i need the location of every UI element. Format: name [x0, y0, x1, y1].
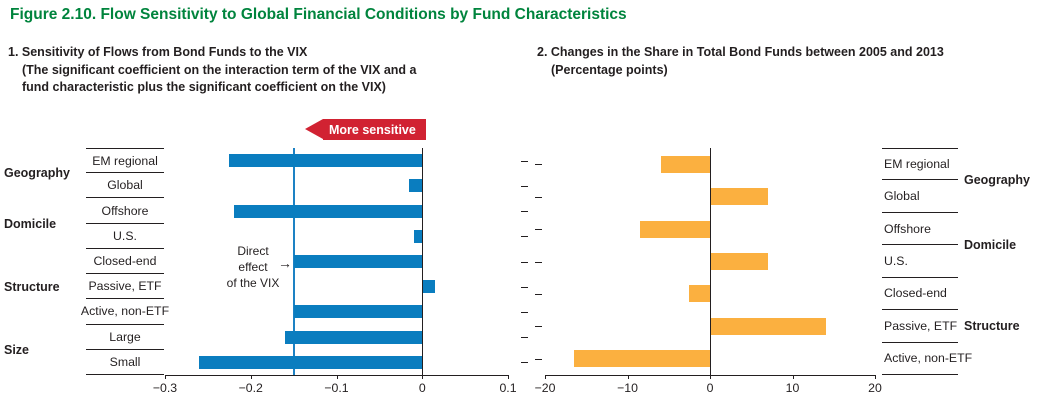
category-label-offshore: Offshore — [882, 213, 958, 246]
category-label-passive-etf: Passive, ETF — [86, 274, 164, 300]
x-tick — [792, 375, 794, 379]
bar-em-regional — [229, 154, 423, 168]
panel1-subtitle: (The significant coefficient on the inte… — [8, 62, 523, 97]
bar-passive-etf — [422, 280, 436, 294]
category-label-global: Global — [882, 180, 958, 213]
category-label-large: Large — [86, 325, 164, 350]
panel1-title: 1. Sensitivity of Flows from Bond Funds … — [8, 45, 308, 59]
x-tick — [336, 375, 338, 379]
bar-global — [409, 179, 423, 193]
bar-global — [710, 188, 768, 206]
annotation-arrow-icon: → — [278, 255, 292, 271]
bar-passive-etf — [710, 317, 826, 335]
category-label-em-regional: EM regional — [86, 148, 164, 174]
direct-effect-annotation: Direct effect of the VIX → — [221, 243, 292, 292]
x-tick-label: 0 — [706, 381, 714, 395]
group-label-geography: Geography — [4, 166, 70, 181]
x-tick — [875, 375, 876, 379]
zero-axis-line — [710, 148, 711, 375]
panel1-subtitle-line2: fund characteristic plus the significant… — [22, 80, 386, 94]
bar-active-non-etf — [573, 350, 710, 368]
category-label-closed-end: Closed-end — [86, 249, 164, 275]
group-label-domicile: Domicile — [4, 216, 57, 231]
category-label-passive-etf: Passive, ETF — [882, 310, 958, 343]
category-label-offshore: Offshore — [86, 198, 164, 224]
direct-effect-line3: of the VIX — [226, 276, 280, 291]
category-label-small: Small — [86, 350, 164, 375]
y-tick — [521, 185, 528, 187]
category-label-global: Global — [86, 173, 164, 199]
group-label-domicile: Domicile — [964, 238, 1017, 253]
panel2-title: 2. Changes in the Share in Total Bond Fu… — [537, 45, 944, 59]
zero-axis-line — [422, 148, 424, 375]
x-tick-label: −0.3 — [152, 381, 178, 395]
x-tick — [250, 375, 252, 379]
y-tick — [521, 211, 528, 213]
y-tick — [535, 326, 542, 328]
x-tick-label: −10 — [617, 381, 638, 395]
x-tick — [627, 375, 629, 379]
y-tick — [521, 337, 528, 339]
x-tick-label: −0.2 — [238, 381, 263, 395]
x-tick-label: 10 — [785, 381, 800, 395]
more-sensitive-label: More sensitive — [323, 119, 426, 140]
y-tick — [521, 286, 528, 288]
bar-u-s — [413, 229, 423, 243]
x-tick — [545, 375, 546, 379]
y-tick — [521, 160, 528, 162]
group-label-size: Size — [4, 342, 30, 357]
panel1-subtitle-line1: (The significant coefficient on the inte… — [22, 62, 417, 77]
arrow-left-tip-icon — [305, 119, 323, 139]
y-tick — [535, 164, 542, 166]
bar-em-regional — [660, 155, 710, 173]
panel2-subtitle-line1: (Percentage points) — [551, 62, 668, 77]
x-tick — [508, 375, 509, 379]
figure-title: Figure 2.10. Flow Sensitivity to Global … — [10, 6, 627, 23]
y-tick — [535, 293, 542, 295]
y-tick — [535, 261, 542, 263]
y-tick — [521, 362, 528, 364]
x-tick-label: 0.1 — [499, 381, 517, 395]
panel2-heading: 2. Changes in the Share in Total Bond Fu… — [537, 44, 1042, 79]
direct-effect-line2: effect — [238, 260, 268, 275]
bar-large — [285, 330, 423, 344]
y-tick — [521, 261, 528, 263]
y-tick — [521, 311, 528, 313]
bar-small — [199, 355, 423, 369]
y-tick — [535, 196, 542, 198]
bar-offshore — [233, 204, 423, 218]
bar-u-s — [710, 253, 768, 270]
x-tick-label: −0.1 — [324, 381, 349, 395]
x-tick-label: 20 — [868, 381, 882, 395]
y-tick — [535, 229, 542, 231]
bar-closed-end — [293, 255, 423, 268]
category-label-active-non-etf: Active, non-ETF — [882, 343, 972, 375]
panel2-subtitle: (Percentage points) — [537, 62, 1042, 80]
group-label-geography: Geography — [964, 173, 1030, 188]
group-label-structure: Structure — [964, 319, 1020, 334]
bar-closed-end — [689, 285, 710, 303]
category-label-u-s: U.S. — [882, 245, 958, 278]
x-tick — [710, 375, 711, 379]
group-label-structure: Structure — [4, 279, 60, 294]
category-label-active-non-etf: Active, non-ETF — [81, 299, 169, 325]
panel1-heading: 1. Sensitivity of Flows from Bond Funds … — [8, 44, 523, 97]
x-tick-label: 0 — [418, 381, 426, 395]
y-tick — [521, 236, 528, 238]
y-tick — [535, 358, 542, 360]
category-label-em-regional: EM regional — [882, 148, 958, 181]
direct-effect-line1: Direct — [237, 244, 269, 258]
x-tick-label: −20 — [534, 381, 556, 395]
bar-offshore — [639, 220, 710, 238]
more-sensitive-arrow: More sensitive — [305, 119, 426, 140]
bar-active-non-etf — [293, 305, 423, 319]
x-tick — [165, 375, 166, 379]
category-label-u-s: U.S. — [86, 224, 164, 249]
x-tick — [422, 375, 424, 379]
category-label-closed-end: Closed-end — [882, 278, 958, 311]
